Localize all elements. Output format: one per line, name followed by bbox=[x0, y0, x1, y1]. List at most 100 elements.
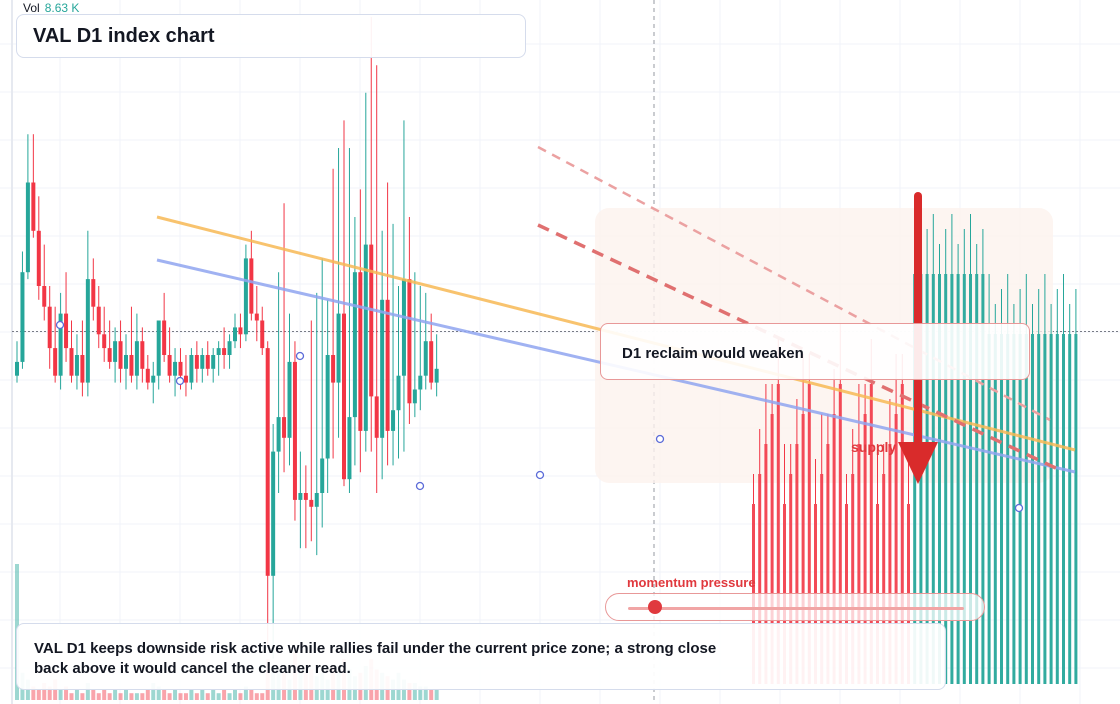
candle-body bbox=[205, 355, 210, 369]
candle-body bbox=[162, 320, 167, 355]
tail-histogram-bar bbox=[1049, 334, 1053, 684]
tail-histogram-bar bbox=[944, 274, 948, 684]
down-arrow-head bbox=[898, 442, 938, 484]
volume-bar bbox=[113, 689, 118, 700]
tail-histogram-bar bbox=[1074, 334, 1078, 684]
tail-histogram-bar bbox=[801, 414, 805, 684]
tail-histogram-bar bbox=[770, 414, 774, 684]
candle-body bbox=[369, 244, 374, 397]
candle-body bbox=[331, 355, 336, 383]
volume-bar bbox=[36, 689, 41, 700]
volume-bar bbox=[91, 689, 96, 700]
candle-body bbox=[412, 389, 417, 404]
volume-bar bbox=[434, 689, 439, 700]
candle-body bbox=[325, 355, 330, 459]
volume-bar bbox=[243, 686, 248, 700]
candle-body bbox=[260, 320, 265, 349]
volume-bar bbox=[260, 693, 265, 700]
candle-body bbox=[183, 375, 188, 383]
volume-bar bbox=[211, 689, 216, 700]
volume-bar bbox=[167, 693, 172, 700]
tail-histogram-bar bbox=[993, 334, 997, 684]
candle-body bbox=[124, 355, 128, 369]
reclaim-note-card: D1 reclaim would weaken bbox=[600, 323, 1030, 380]
tail-histogram-bar bbox=[807, 384, 811, 684]
tail-histogram-bar bbox=[857, 444, 861, 684]
candle-body bbox=[140, 341, 145, 369]
tail-histogram-bar bbox=[938, 274, 941, 684]
pivot-marker bbox=[535, 470, 545, 480]
tail-histogram-bar bbox=[764, 444, 768, 684]
volume-bar bbox=[74, 689, 79, 700]
candle-body bbox=[292, 361, 297, 500]
candle-body bbox=[216, 348, 221, 355]
volume-bar bbox=[178, 693, 183, 700]
tail-histogram-bar bbox=[975, 274, 979, 684]
candle-body bbox=[265, 348, 270, 576]
tail-histogram-bar bbox=[1012, 334, 1016, 684]
volume-bar bbox=[423, 686, 428, 700]
tail-histogram-bar bbox=[795, 444, 799, 684]
candle-body bbox=[401, 279, 406, 376]
candle-body bbox=[276, 417, 281, 452]
candle-body bbox=[423, 341, 428, 376]
candle-body bbox=[74, 355, 79, 376]
volume-bar bbox=[249, 689, 254, 700]
momentum-knob[interactable] bbox=[647, 600, 662, 614]
volume-bar bbox=[145, 689, 150, 700]
tail-histogram-bar bbox=[832, 414, 836, 684]
tail-histogram-bar bbox=[987, 334, 991, 684]
summary-card: VAL D1 keeps downside risk active while … bbox=[16, 623, 946, 690]
candle-body bbox=[271, 451, 276, 576]
supply-zone-label: supply bbox=[851, 439, 897, 455]
candle-body bbox=[309, 499, 314, 507]
tail-histogram-bar bbox=[1037, 334, 1041, 684]
volume-bar bbox=[69, 693, 74, 700]
chart-title-card: VAL D1 index chart bbox=[16, 14, 526, 58]
volume-bar bbox=[124, 689, 128, 700]
candle-body bbox=[134, 341, 139, 376]
tail-histogram-bar bbox=[1000, 334, 1003, 684]
candle-body bbox=[113, 341, 118, 362]
summary-text: VAL D1 keeps downside risk active while … bbox=[34, 640, 717, 677]
candle-body bbox=[107, 348, 112, 362]
volume-bar bbox=[64, 686, 69, 700]
candle-body bbox=[36, 230, 41, 286]
volume-bar bbox=[118, 693, 123, 700]
tail-histogram-bar bbox=[1031, 334, 1034, 684]
volume-bar bbox=[222, 689, 227, 700]
momentum-gauge[interactable] bbox=[605, 593, 985, 621]
candle-body bbox=[347, 417, 352, 480]
tail-histogram-bar bbox=[1068, 334, 1072, 684]
volume-bar bbox=[233, 689, 237, 700]
volume-bar bbox=[47, 686, 52, 700]
candle-body bbox=[429, 341, 434, 383]
candle-body bbox=[303, 493, 308, 500]
volume-bar bbox=[102, 689, 107, 700]
candle-body bbox=[298, 493, 303, 500]
momentum-label: momentum pressure bbox=[627, 575, 756, 590]
volume-bar bbox=[85, 683, 90, 700]
volume-bar bbox=[216, 693, 221, 700]
tail-histogram-bar bbox=[826, 444, 830, 684]
volume-bar bbox=[238, 693, 243, 700]
volume-bar bbox=[129, 693, 134, 700]
volume-bar bbox=[156, 686, 161, 700]
candle-body bbox=[69, 348, 74, 376]
candle-body bbox=[151, 375, 156, 383]
candle-body bbox=[352, 272, 357, 418]
candle-body bbox=[85, 279, 90, 383]
volume-bar bbox=[183, 693, 188, 700]
candle-body bbox=[194, 355, 199, 369]
candle-body bbox=[238, 327, 243, 335]
tail-histogram-bar bbox=[931, 274, 935, 684]
volume-bar bbox=[134, 693, 139, 700]
volume-bar bbox=[254, 693, 259, 700]
candle-body bbox=[167, 355, 172, 376]
pivot-marker bbox=[1014, 503, 1024, 513]
volume-bar bbox=[429, 689, 434, 700]
tail-histogram-bar bbox=[1043, 334, 1047, 684]
volume-bar bbox=[162, 689, 167, 700]
candle-body bbox=[249, 258, 254, 314]
tail-histogram-bar bbox=[900, 384, 904, 684]
